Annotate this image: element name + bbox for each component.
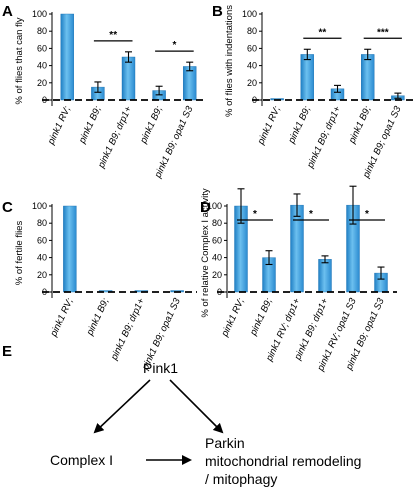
y-tick-label: 40 (212, 253, 222, 263)
significance-label: * (309, 209, 313, 220)
bar (63, 205, 77, 293)
diagram-node-remodeling: mitochondrial remodeling (205, 453, 361, 469)
y-tick-label: 20 (247, 78, 257, 88)
bar (60, 13, 74, 101)
bar (121, 56, 136, 101)
y-tick-label: 80 (37, 218, 47, 228)
y-axis-label: % of relative Complex I activity (200, 188, 211, 318)
diagram-node-mitophagy: / mitophagy (205, 471, 277, 487)
x-category-label: pink1 B9; (248, 296, 275, 338)
significance-label: ** (109, 30, 117, 41)
y-tick-label: 20 (212, 270, 222, 280)
diagram-node-pink1: Pink1 (143, 360, 178, 376)
y-tick-label: 100 (32, 9, 47, 19)
x-category-label: pink1 RV; (45, 104, 73, 147)
x-category-label: pink1 B9; drp1+ (96, 104, 135, 171)
y-tick-label: 100 (242, 9, 257, 19)
x-category-label: pink1 B9; (346, 104, 373, 146)
x-category-label: pink1 B9; (84, 296, 111, 338)
y-axis-label: % of flies that can fly (14, 17, 25, 104)
panel-letter-a: A (2, 3, 13, 20)
pathway-diagram: Pink1 Complex I Parkin mitochondrial rem… (50, 360, 361, 487)
x-category-label: pink1 B9; (76, 104, 103, 146)
x-category-label: pink1 B9; (138, 104, 165, 146)
x-category-label: pink1 RV; (255, 104, 283, 147)
diagram-node-parkin: Parkin (205, 435, 245, 451)
y-tick-label: 60 (247, 43, 257, 53)
y-tick-label: 60 (37, 43, 47, 53)
y-tick-label: 100 (32, 201, 47, 211)
y-tick-label: 20 (37, 270, 47, 280)
y-tick-label: 100 (207, 201, 222, 211)
bar (182, 66, 197, 101)
diagram-node-complex1: Complex I (50, 452, 113, 468)
y-tick-label: 80 (37, 26, 47, 36)
significance-label: * (365, 209, 369, 220)
y-tick-label: 40 (37, 253, 47, 263)
chart-panel-a: 020406080100% of flies that can fly***pi… (14, 9, 207, 181)
bar (318, 259, 332, 293)
y-tick-label: 40 (37, 61, 47, 71)
significance-label: * (253, 209, 257, 220)
y-tick-label: 80 (212, 218, 222, 228)
significance-label: *** (377, 27, 389, 38)
chart-panel-d: 020406080100% of relative Complex I acti… (200, 185, 397, 374)
x-category-label: pink1 B9; drp1+ (108, 296, 147, 363)
y-axis-label: % of flies with indentations (224, 5, 235, 117)
bar (300, 54, 314, 101)
arrow-pink1-to-complex1 (93, 379, 151, 434)
y-tick-label: 20 (37, 78, 47, 88)
x-category-label: pink1 B9; (286, 104, 313, 146)
panel-letter-e: E (2, 343, 12, 360)
chart-panel-b: 020406080100% of flies with indentations… (224, 5, 415, 181)
panel-letter-c: C (2, 199, 13, 216)
significance-label: ** (319, 27, 327, 38)
panel-letter-d: D (200, 199, 211, 216)
bar (361, 54, 375, 101)
significance-label: * (172, 40, 176, 51)
y-tick-label: 60 (37, 235, 47, 245)
y-axis-label: % of fertile flies (14, 221, 25, 286)
panel-letter-b: B (212, 3, 223, 20)
x-category-label: pink1 RV; (48, 296, 76, 339)
y-tick-label: 40 (247, 61, 257, 71)
y-tick-label: 80 (247, 26, 257, 36)
bar (290, 204, 304, 293)
y-tick-label: 60 (212, 235, 222, 245)
x-category-label: pink1 RV; (219, 296, 247, 339)
arrow-pink1-to-parkin (169, 379, 224, 434)
